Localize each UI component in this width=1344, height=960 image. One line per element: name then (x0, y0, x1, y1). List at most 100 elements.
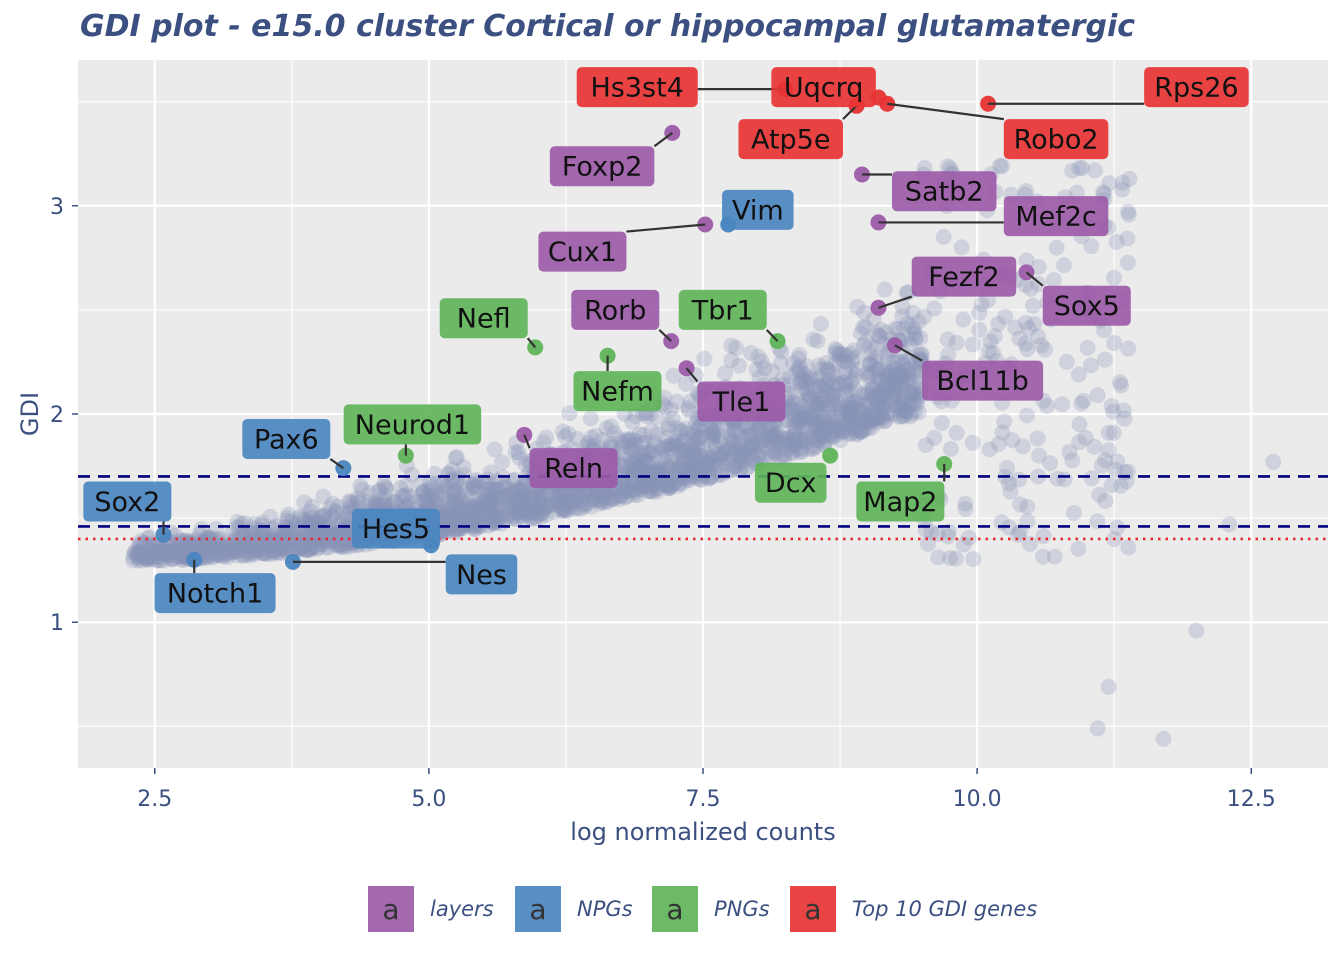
gene-point (1120, 206, 1137, 223)
gene-point (163, 543, 180, 560)
gene-point (444, 461, 461, 478)
gene-point (847, 366, 864, 383)
gene-point (771, 436, 788, 453)
gene-point (664, 410, 681, 427)
gene-point (675, 442, 692, 459)
gene-point (302, 517, 319, 534)
gene-point (903, 350, 920, 367)
gene-point (335, 525, 352, 542)
gene-point (214, 548, 231, 565)
gene-point (616, 477, 633, 494)
gene-point (459, 503, 476, 520)
gene-point (470, 504, 487, 521)
gene-point (321, 530, 338, 547)
gene-point (233, 515, 250, 532)
gene-point (890, 388, 907, 405)
gene-point (652, 444, 669, 461)
gene-point (330, 516, 347, 533)
gene-point (734, 445, 751, 462)
gene-point (583, 429, 600, 446)
gene-point (648, 426, 665, 443)
gene-point (705, 425, 722, 442)
gene-point (621, 460, 638, 477)
gene-point (454, 493, 471, 510)
gene-label-text: Vim (732, 195, 784, 226)
gene-point (298, 542, 315, 559)
gene-point (234, 536, 251, 553)
gene-point (420, 481, 437, 498)
gene-point (138, 550, 155, 567)
gene-point (731, 442, 748, 459)
gene-point (874, 409, 891, 426)
gene-point (637, 469, 654, 486)
gene-point (298, 541, 315, 558)
gene-point (198, 549, 215, 566)
gene-point (204, 530, 221, 547)
gene-point (150, 552, 167, 569)
gene-point (210, 543, 227, 560)
gene-label-text: Foxp2 (562, 152, 643, 183)
gene-point (533, 504, 550, 521)
gene-point (313, 532, 330, 549)
gene-label-uqcrq: Uqcrq (771, 67, 876, 108)
gene-point (843, 405, 860, 422)
gene-point (531, 484, 548, 501)
gene-point (205, 548, 222, 565)
gene-point (831, 409, 848, 426)
gene-point (901, 371, 918, 388)
gene-point (142, 542, 159, 559)
gene-point (276, 529, 293, 546)
gene-point (785, 415, 802, 432)
gene-point (899, 315, 916, 332)
gene-point (474, 495, 491, 512)
gene-point (320, 529, 337, 546)
gene-point (200, 529, 217, 546)
gene-point (418, 491, 435, 508)
gene-point (408, 494, 425, 511)
gene-point (499, 488, 516, 505)
gene-point (705, 455, 722, 472)
gene-point (885, 406, 902, 423)
gene-point (891, 373, 908, 390)
gene-point (813, 387, 830, 404)
gene-point (280, 506, 297, 523)
gene-point (648, 474, 665, 491)
gene-point (895, 356, 912, 373)
gene-point (696, 424, 713, 441)
gene-point (894, 367, 911, 384)
gene-point (424, 488, 441, 505)
gene-point (486, 500, 503, 517)
gene-point (522, 504, 539, 521)
gene-point (883, 363, 900, 380)
gene-point (693, 462, 710, 479)
gene-point (664, 476, 681, 493)
gene-point (796, 366, 813, 383)
gene-point (637, 452, 654, 469)
gene-point (819, 418, 836, 435)
gene-point (785, 419, 802, 436)
gene-point (480, 481, 497, 498)
gene-point (953, 239, 970, 256)
gene-point (328, 502, 345, 519)
gene-point (1046, 548, 1063, 565)
gene-point (455, 509, 472, 526)
gene-point (177, 533, 194, 550)
gene-point (851, 415, 868, 432)
gene-point (439, 508, 456, 525)
gene-point (595, 494, 612, 511)
gene-point (672, 423, 689, 440)
gene-point (514, 498, 531, 515)
gene-point (863, 364, 880, 381)
gene-label-text: Tle1 (711, 387, 770, 418)
gene-label-tle1: Tle1 (697, 381, 786, 422)
gene-point (649, 475, 666, 492)
gene-point (564, 495, 581, 512)
gene-label-text: Sox5 (1054, 291, 1120, 322)
gene-point (701, 449, 718, 466)
x-tick-label: 10.0 (953, 787, 1002, 812)
gene-point (678, 460, 695, 477)
gene-point (628, 468, 645, 485)
gene-point (817, 433, 834, 450)
gene-point (210, 546, 227, 563)
gene-point (1070, 366, 1087, 383)
